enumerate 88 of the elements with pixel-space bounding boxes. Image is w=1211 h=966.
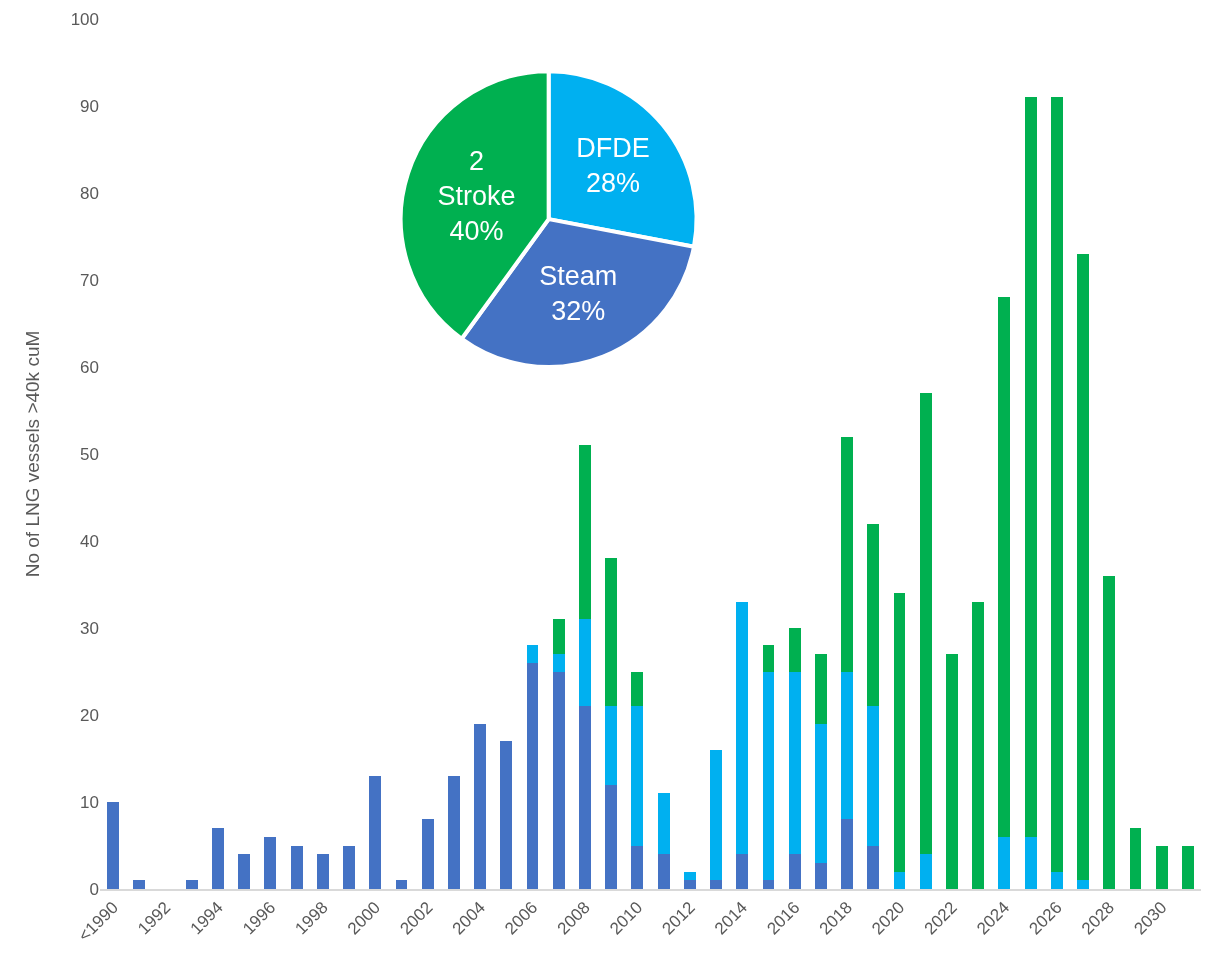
bar (1024, 836, 1037, 889)
y-tick-label: 10 (80, 792, 99, 812)
y-tick-label: 90 (80, 96, 99, 116)
bar (998, 836, 1011, 889)
bar (736, 601, 749, 855)
bar (814, 723, 827, 863)
bar (107, 802, 120, 889)
bar (919, 393, 932, 855)
y-tick-label: 60 (80, 357, 99, 377)
bar (316, 854, 329, 889)
bar (1155, 845, 1168, 889)
bar (526, 645, 539, 663)
bar (552, 654, 565, 672)
bar (552, 671, 565, 889)
bar (631, 671, 644, 707)
bar (1050, 97, 1063, 872)
bar (133, 880, 146, 889)
bar (395, 880, 408, 889)
data-label: 40% (449, 215, 504, 246)
bar (290, 845, 303, 889)
bar (841, 671, 854, 820)
bar (841, 819, 854, 889)
bar (710, 880, 722, 889)
bar (998, 297, 1011, 837)
bar (500, 741, 513, 889)
bar (579, 619, 591, 707)
bar (762, 880, 775, 889)
bar (788, 671, 801, 855)
bar (814, 862, 827, 889)
data-label: 28% (586, 168, 641, 199)
bar (526, 662, 539, 889)
y-tick-label: 80 (80, 183, 99, 203)
y-tick-label: 30 (80, 618, 99, 638)
bar (841, 436, 854, 672)
bar (185, 880, 198, 889)
bar (631, 706, 644, 846)
bar (867, 706, 880, 846)
bar (814, 654, 827, 724)
bar (788, 628, 801, 672)
bar (657, 793, 670, 855)
bar (552, 619, 565, 655)
y-tick-label: 100 (70, 9, 99, 29)
bar (762, 645, 775, 672)
y-axis-title: No of LNG vessels >40k cuM (22, 330, 44, 578)
bar (972, 601, 985, 889)
bar (1024, 97, 1037, 837)
bar (762, 671, 775, 881)
slice-label: DFDE (576, 133, 650, 164)
y-tick-label: 20 (80, 705, 99, 725)
slice-label: 2 Stroke (437, 145, 516, 211)
bar (683, 880, 696, 889)
bar (657, 854, 670, 889)
bar (867, 523, 880, 707)
y-tick-label: 0 (89, 879, 99, 899)
bar (605, 706, 618, 785)
bar (421, 819, 434, 889)
bar (1050, 871, 1063, 889)
bar (946, 654, 958, 889)
bar (631, 845, 644, 889)
bar (710, 749, 722, 881)
bar (1077, 880, 1089, 889)
bar (1077, 253, 1089, 881)
bar (867, 845, 880, 889)
bar (1103, 575, 1116, 889)
bar (447, 775, 460, 889)
y-tick-label: 70 (80, 270, 99, 290)
bar (893, 871, 906, 889)
bar (788, 854, 801, 889)
bar (605, 784, 618, 889)
bar (264, 836, 277, 889)
bar (212, 828, 224, 889)
y-tick-label: 40 (80, 531, 99, 551)
bar (605, 558, 618, 707)
bar (579, 706, 591, 889)
bar (343, 845, 355, 889)
bar (1129, 828, 1142, 889)
bar (474, 723, 487, 889)
y-tick-label: 50 (80, 444, 99, 464)
bar (1181, 845, 1194, 889)
bar (683, 871, 696, 881)
bar (893, 593, 906, 872)
bar (736, 854, 749, 889)
data-label: 32% (551, 296, 606, 327)
bar (919, 854, 932, 889)
slice-label: Steam (539, 261, 618, 292)
bar (579, 445, 591, 620)
bar (369, 775, 382, 889)
bar (238, 854, 251, 889)
